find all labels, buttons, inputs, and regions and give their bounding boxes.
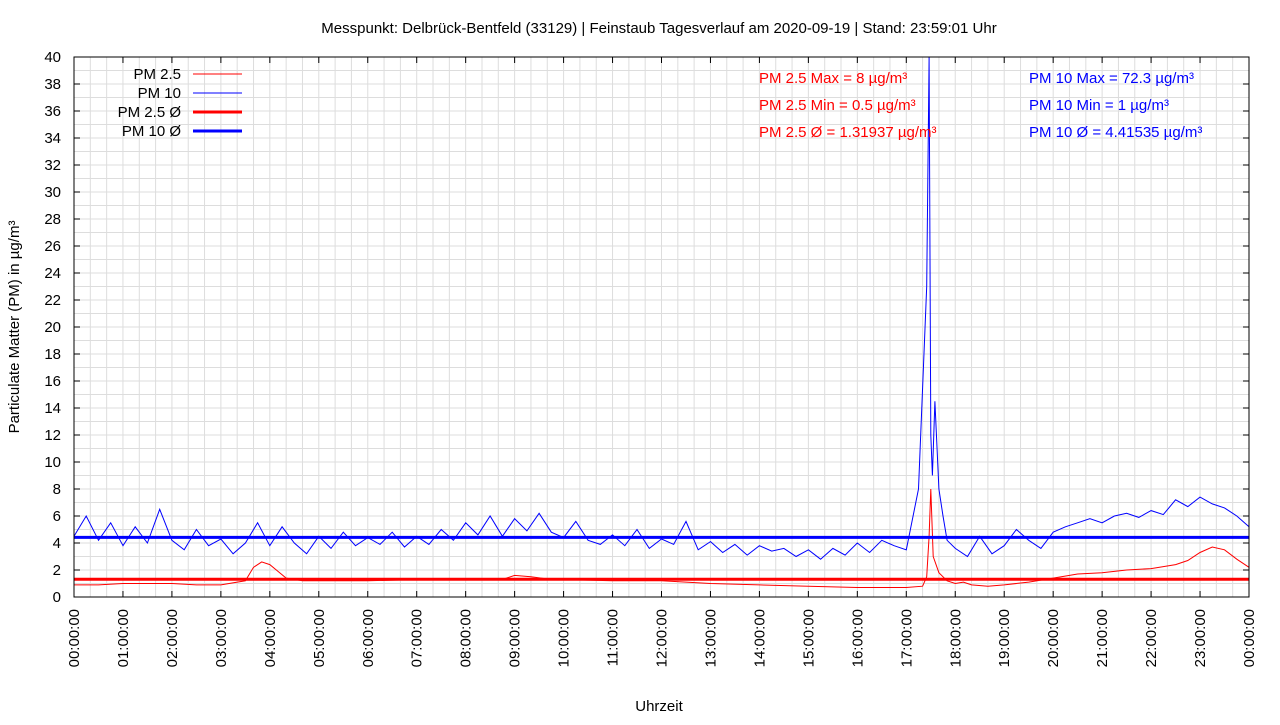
x-tick-label: 07:00:00 [409, 609, 426, 667]
x-tick-label: 17:00:00 [898, 609, 915, 667]
stat-annotation: PM 2.5 Max = 8 µg/m³ [759, 70, 907, 87]
x-tick-label: 08:00:00 [458, 609, 475, 667]
y-tick-label: 0 [53, 589, 61, 606]
statistics-annotations: PM 2.5 Max = 8 µg/m³ PM 2.5 Min = 0.5 µg/… [759, 70, 1202, 141]
x-tick-label: 00:00:00 [66, 609, 83, 667]
y-tick-label: 20 [44, 319, 61, 336]
x-tick-label: 11:00:00 [605, 609, 622, 666]
x-tick-label: 18:00:00 [947, 609, 964, 667]
y-tick-label: 16 [44, 373, 61, 390]
y-tick-label: 14 [44, 400, 61, 417]
x-tick-label: 14:00:00 [751, 609, 768, 667]
plot-frame [73, 56, 1250, 598]
stat-annotation: PM 2.5 Ø = 1.31937 µg/m³ [759, 124, 936, 141]
legend-label: PM 10 [138, 85, 181, 102]
stat-annotation: PM 2.5 Min = 0.5 µg/m³ [759, 97, 916, 114]
x-tick-label: 15:00:00 [800, 609, 817, 667]
average-lines [74, 535, 1249, 581]
y-tick-label: 12 [44, 427, 61, 444]
stat-annotation: PM 10 Max = 72.3 µg/m³ [1029, 70, 1194, 87]
x-tick-label: 12:00:00 [654, 609, 671, 667]
x-tick-label: 13:00:00 [702, 609, 719, 667]
x-tick-label: 00:00:00 [1241, 609, 1258, 667]
y-tick-label: 18 [44, 346, 61, 363]
y-tick-label: 28 [44, 211, 61, 228]
series-line [74, 488, 1250, 588]
y-tick-label: 10 [44, 454, 61, 471]
y-tick-label: 6 [53, 508, 61, 525]
x-axis-ticks: 00:00:00 01:00:00 02:00:00 03:00:00 04:00:00… [66, 57, 1258, 667]
y-tick-label: 22 [44, 292, 61, 309]
stat-annotation: PM 10 Min = 1 µg/m³ [1029, 97, 1169, 114]
grid-lines [73, 56, 1250, 598]
y-tick-label: 4 [53, 535, 61, 552]
chart-title: Messpunkt: Delbrück-Bentfeld (33129) | F… [321, 20, 996, 37]
y-tick-label: 36 [44, 103, 61, 120]
y-tick-label: 2 [53, 562, 61, 579]
legend-label: PM 2.5 Ø [118, 104, 182, 121]
x-tick-label: 01:00:00 [115, 609, 132, 667]
stat-annotation: PM 10 Ø = 4.41535 µg/m³ [1029, 124, 1202, 141]
x-tick-label: 04:00:00 [262, 609, 279, 667]
y-tick-label: 32 [44, 157, 61, 174]
x-tick-label: 09:00:00 [507, 609, 524, 667]
y-tick-label: 40 [44, 49, 61, 66]
legend-label: PM 10 Ø [122, 123, 182, 140]
x-tick-label: 21:00:00 [1094, 609, 1111, 667]
x-axis-label: Uhrzeit [635, 698, 683, 715]
y-tick-label: 8 [53, 481, 61, 498]
series-line [73, 56, 1250, 560]
y-tick-label: 26 [44, 238, 61, 255]
y-tick-label: 24 [44, 265, 61, 282]
legend-label: PM 2.5 [133, 66, 181, 83]
x-tick-label: 06:00:00 [360, 609, 377, 667]
x-tick-label: 22:00:00 [1143, 609, 1160, 667]
y-tick-label: 34 [44, 130, 61, 147]
y-axis-label: Particulate Matter (PM) in µg/m³ [6, 221, 23, 434]
y-tick-label: 38 [44, 76, 61, 93]
x-tick-label: 23:00:00 [1192, 609, 1209, 667]
x-tick-label: 19:00:00 [996, 609, 1013, 667]
x-tick-label: 10:00:00 [556, 609, 573, 667]
x-tick-label: 16:00:00 [849, 609, 866, 667]
x-tick-label: 20:00:00 [1045, 609, 1062, 667]
y-tick-label: 30 [44, 184, 61, 201]
x-tick-label: 02:00:00 [164, 609, 181, 667]
x-tick-label: 03:00:00 [213, 609, 230, 667]
legend: PM 2.5 PM 10 PM 2.5 Ø PM 10 Ø [118, 66, 242, 140]
x-tick-label: 05:00:00 [311, 609, 328, 667]
series-lines [73, 56, 1250, 588]
